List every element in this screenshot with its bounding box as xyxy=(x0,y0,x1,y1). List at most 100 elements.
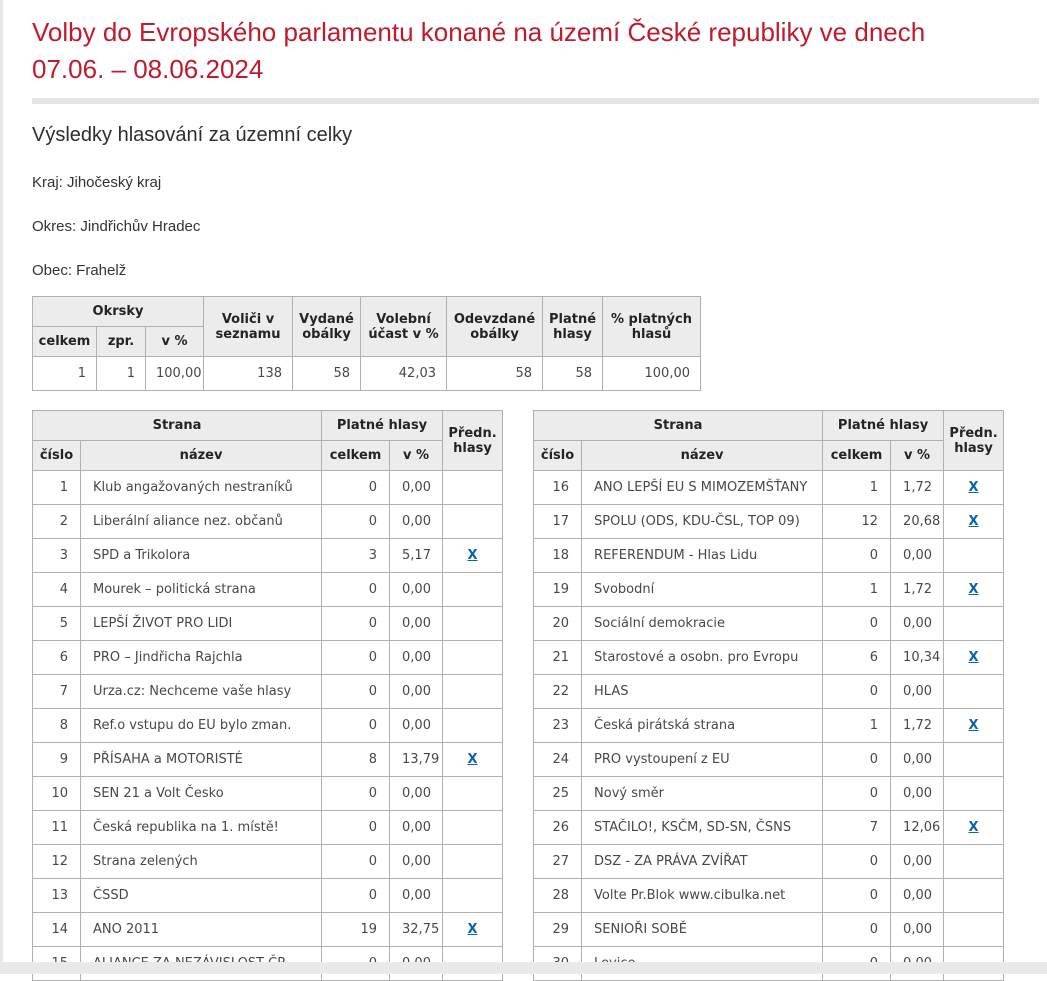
preferential-votes-link[interactable]: X xyxy=(968,820,979,835)
preferential-votes-link[interactable]: X xyxy=(968,582,979,597)
section-title: Výsledky hlasování za územní celky xyxy=(32,124,353,146)
header-volici: Voliči v seznamu xyxy=(203,296,293,357)
party-row: 5 LEPŠÍ ŽIVOT PRO LIDI 0 0,00 xyxy=(32,606,504,641)
party-row: 22 HLAS 0 0,00 xyxy=(533,674,1005,709)
preferential-votes-link[interactable]: X xyxy=(968,650,979,665)
party-row: 9 PŘÍSAHA a MOTORISTÉ 8 13,79 X xyxy=(32,742,504,777)
party-votes-total: 0 xyxy=(321,708,391,743)
party-pref-cell: X xyxy=(943,572,1005,607)
header-vydane-obalky: Vydané obálky xyxy=(292,296,361,357)
party-pref-cell: X xyxy=(943,708,1005,743)
value-vydane-obalky: 58 xyxy=(292,356,361,391)
summary-data-row: 1 1 100,00 138 58 42,03 58 58 100,00 xyxy=(32,356,701,391)
party-name: Svobodní xyxy=(581,572,824,607)
party-pref-cell xyxy=(442,572,504,607)
header-platne-hlasy: Platné hlasy xyxy=(822,410,945,441)
preferential-votes-link[interactable]: X xyxy=(467,752,478,767)
party-name: Ref.o vstupu do EU bylo zman. xyxy=(79,708,323,743)
party-row: 17 SPOLU (ODS, KDU-ČSL, TOP 09) 12 20,68 X xyxy=(533,504,1005,539)
party-number: 4 xyxy=(32,572,81,607)
party-votes-pct: 0,00 xyxy=(890,844,945,879)
party-votes-total: 6 xyxy=(822,640,892,675)
party-votes-total: 0 xyxy=(822,742,892,777)
party-votes-pct: 0,00 xyxy=(389,810,444,845)
party-number: 3 xyxy=(32,538,81,573)
party-votes-pct: 5,17 xyxy=(389,538,444,573)
header-okrsky-zpr: zpr. xyxy=(96,326,146,357)
party-pref-cell: X xyxy=(943,504,1005,539)
party-number: 6 xyxy=(32,640,81,675)
party-pref-cell xyxy=(442,674,504,709)
party-votes-total: 0 xyxy=(321,878,391,913)
party-votes-pct: 13,79 xyxy=(389,742,444,777)
party-number: 9 xyxy=(32,742,81,777)
header-predn-hlasy: Předn. hlasy xyxy=(442,410,504,471)
party-votes-pct: 0,00 xyxy=(389,606,444,641)
party-pref-cell xyxy=(442,810,504,845)
preferential-votes-link[interactable]: X xyxy=(968,480,979,495)
party-number: 27 xyxy=(533,844,583,879)
party-table-right: Strana Platné hlasy Předn. hlasy číslo n… xyxy=(533,410,1005,981)
header-v-pct: v % xyxy=(389,440,444,471)
party-row: 27 DSZ - ZA PRÁVA ZVÍŘAT 0 0,00 xyxy=(533,844,1005,879)
party-name: LEPŠÍ ŽIVOT PRO LIDI xyxy=(79,606,323,641)
party-votes-total: 0 xyxy=(321,674,391,709)
party-row: 6 PRO – Jindřicha Rajchla 0 0,00 xyxy=(32,640,504,675)
value-volici: 138 xyxy=(203,356,293,391)
party-pref-cell: X xyxy=(442,538,504,573)
header-strana: Strana xyxy=(31,410,323,441)
party-votes-total: 1 xyxy=(822,572,892,607)
preferential-votes-link[interactable]: X xyxy=(467,922,478,937)
party-number: 1 xyxy=(32,470,81,505)
party-row: 26 STAČILO!, KSČM, SD-SN, ČSNS 7 12,06 X xyxy=(533,810,1005,845)
party-header-row-1: Strana Platné hlasy Předn. hlasy xyxy=(31,410,504,471)
party-number: 28 xyxy=(533,878,583,913)
preferential-votes-link[interactable]: X xyxy=(467,548,478,563)
party-votes-pct: 0,00 xyxy=(389,776,444,811)
header-strana: Strana xyxy=(533,410,824,441)
party-votes-total: 0 xyxy=(822,878,892,913)
party-number: 22 xyxy=(533,674,583,709)
party-pref-cell xyxy=(442,878,504,913)
header-cislo: číslo xyxy=(533,440,583,471)
party-row: 19 Svobodní 1 1,72 X xyxy=(533,572,1005,607)
party-pref-cell xyxy=(943,742,1005,777)
party-votes-total: 0 xyxy=(822,538,892,573)
summary-header-row-2: celkem zpr. v % xyxy=(32,326,701,357)
party-pref-cell: X xyxy=(943,470,1005,505)
party-pref-cell xyxy=(442,640,504,675)
party-row: 8 Ref.o vstupu do EU bylo zman. 0 0,00 xyxy=(32,708,504,743)
party-row: 28 Volte Pr.Blok www.cibulka.net 0 0,00 xyxy=(533,878,1005,913)
party-votes-total: 0 xyxy=(822,674,892,709)
party-votes-total: 0 xyxy=(321,640,391,675)
party-number: 8 xyxy=(32,708,81,743)
party-row: 29 SENIOŘI SOBĚ 0 0,00 xyxy=(533,912,1005,947)
party-name: DSZ - ZA PRÁVA ZVÍŘAT xyxy=(581,844,824,879)
party-pref-cell xyxy=(442,606,504,641)
party-row: 3 SPD a Trikolora 3 5,17 X xyxy=(32,538,504,573)
party-number: 5 xyxy=(32,606,81,641)
party-votes-pct: 0,00 xyxy=(890,878,945,913)
party-name: Urza.cz: Nechceme vaše hlasy xyxy=(79,674,323,709)
party-row: 10 SEN 21 a Volt Česko 0 0,00 xyxy=(32,776,504,811)
preferential-votes-link[interactable]: X xyxy=(968,718,979,733)
summary-header-row-1: Okrsky Voliči v seznamu Vydané obálky Vo… xyxy=(32,296,701,357)
party-row: 13 ČSSD 0 0,00 xyxy=(32,878,504,913)
party-row: 7 Urza.cz: Nechceme vaše hlasy 0 0,00 xyxy=(32,674,504,709)
party-number: 7 xyxy=(32,674,81,709)
header-okrsky: Okrsky xyxy=(32,296,204,327)
party-row: 12 Strana zelených 0 0,00 xyxy=(32,844,504,879)
preferential-votes-link[interactable]: X xyxy=(968,514,979,529)
party-votes-pct: 0,00 xyxy=(389,572,444,607)
party-votes-total: 1 xyxy=(822,708,892,743)
party-pref-cell xyxy=(943,606,1005,641)
party-votes-total: 0 xyxy=(822,606,892,641)
party-votes-total: 0 xyxy=(321,504,391,539)
party-row: 1 Klub angažovaných nestraníků 0 0,00 xyxy=(32,470,504,505)
party-votes-pct: 0,00 xyxy=(890,776,945,811)
party-pref-cell xyxy=(442,776,504,811)
party-votes-total: 3 xyxy=(321,538,391,573)
party-pref-cell xyxy=(442,470,504,505)
party-name: Mourek – politická strana xyxy=(79,572,323,607)
party-number: 19 xyxy=(533,572,583,607)
